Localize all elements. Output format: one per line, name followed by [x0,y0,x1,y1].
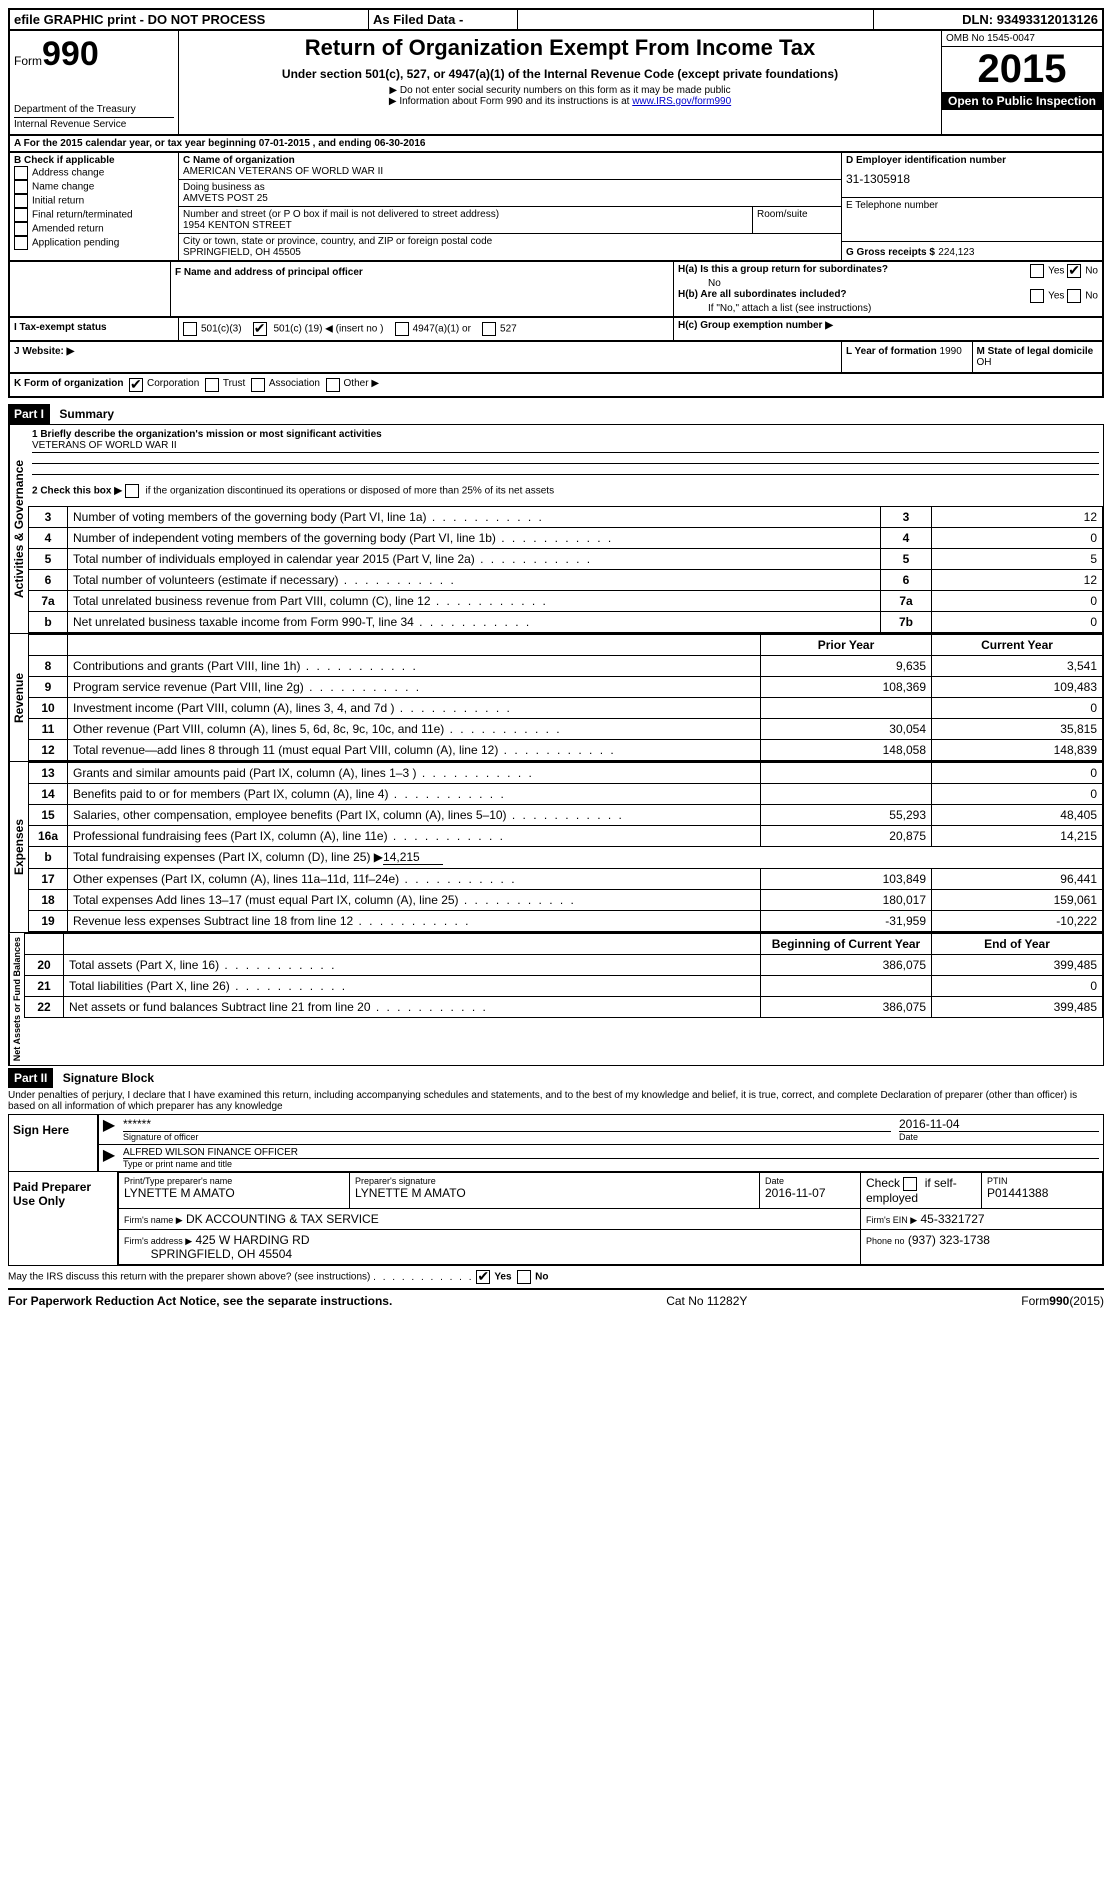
checkbox-assoc[interactable] [251,378,265,392]
tax-year-line: A For the 2015 calendar year, or tax yea… [8,136,1104,153]
may-irs-row: May the IRS discuss this return with the… [8,1266,1104,1288]
checkbox-501c3[interactable] [183,322,197,336]
checkbox-other[interactable] [326,378,340,392]
dln: DLN: 93493312013126 [874,10,1102,29]
checkbox-527[interactable] [482,322,496,336]
checkbox-4947[interactable] [395,322,409,336]
net-table: Beginning of Current YearEnd of Year 20T… [24,933,1103,1018]
checkbox-discontinued[interactable] [125,484,139,498]
box-b: B Check if applicable Address change Nam… [10,153,179,260]
checkbox-discuss-no[interactable] [517,1270,531,1284]
box-f: F Name and address of principal officer [171,262,674,316]
side-net: Net Assets or Fund Balances [9,933,24,1065]
paid-preparer: Paid Preparer Use Only [9,1172,118,1265]
year-box: OMB No 1545-0047 2015 Open to Public Ins… [941,31,1102,134]
box-c: C Name of organization AMERICAN VETERANS… [179,153,841,260]
efile-notice: efile GRAPHIC print - DO NOT PROCESS [10,10,369,29]
form-id-box: Form990 Department of the Treasury Inter… [10,31,179,134]
checkbox-trust[interactable] [205,378,219,392]
checkbox-final-return[interactable] [14,208,28,222]
checkbox-initial-return[interactable] [14,194,28,208]
checkbox-application-pending[interactable] [14,236,28,250]
checkbox-501c[interactable] [253,322,267,336]
box-deg: D Employer identification number 31-1305… [841,153,1102,260]
governance-table: 3Number of voting members of the governi… [28,506,1103,633]
side-governance: Activities & Governance [9,425,28,633]
side-expenses: Expenses [9,762,28,932]
checkbox-amended[interactable] [14,222,28,236]
box-i-label: I Tax-exempt status [10,318,179,340]
as-filed: As Filed Data - [369,10,518,29]
revenue-table: Prior YearCurrent Year 8Contributions an… [28,634,1103,761]
checkbox-corp[interactable] [129,378,143,392]
irs-link[interactable]: www.IRS.gov/form990 [632,96,731,107]
box-j: J Website: ▶ [10,342,842,372]
box-k: K Form of organization Corporation Trust… [8,374,1104,398]
checkbox-address-change[interactable] [14,166,28,180]
checkbox-hb-no[interactable] [1067,289,1081,303]
part2-title: Signature Block [57,1068,160,1088]
checkbox-hb-yes[interactable] [1030,289,1044,303]
sign-here: Sign Here [9,1115,99,1171]
box-h: H(a) Is this a group return for subordin… [674,262,1102,316]
side-revenue: Revenue [9,634,28,761]
checkbox-self-employed[interactable] [903,1177,917,1191]
declaration: Under penalties of perjury, I declare th… [8,1088,1104,1114]
footer: For Paperwork Reduction Act Notice, see … [8,1288,1104,1308]
part1-title: Summary [53,404,120,424]
checkbox-ha-no[interactable] [1067,264,1081,278]
checkbox-ha-yes[interactable] [1030,264,1044,278]
expense-table: 13Grants and similar amounts paid (Part … [28,762,1103,932]
checkbox-discuss-yes[interactable] [476,1270,490,1284]
form-title-box: Return of Organization Exempt From Incom… [179,31,941,134]
box-hc: H(c) Group exemption number ▶ [674,318,1102,340]
part1-header: Part I [8,404,50,424]
checkbox-name-change[interactable] [14,180,28,194]
header-bar: efile GRAPHIC print - DO NOT PROCESS As … [8,8,1104,31]
part2-header: Part II [8,1068,53,1088]
box-i: 501(c)(3) 501(c) (19) ◀ (insert no ) 494… [179,318,674,340]
